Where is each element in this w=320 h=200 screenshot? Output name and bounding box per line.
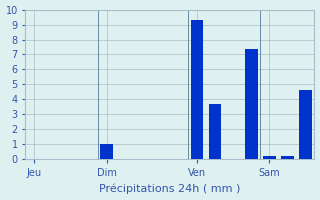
Bar (299, 90, 312, 159)
Bar (100, 144, 113, 159)
Bar (245, 49, 258, 159)
Bar (191, 20, 204, 159)
Bar (263, 156, 276, 159)
Bar (209, 104, 221, 159)
X-axis label: Précipitations 24h ( mm ): Précipitations 24h ( mm ) (99, 184, 241, 194)
Bar (281, 156, 294, 159)
